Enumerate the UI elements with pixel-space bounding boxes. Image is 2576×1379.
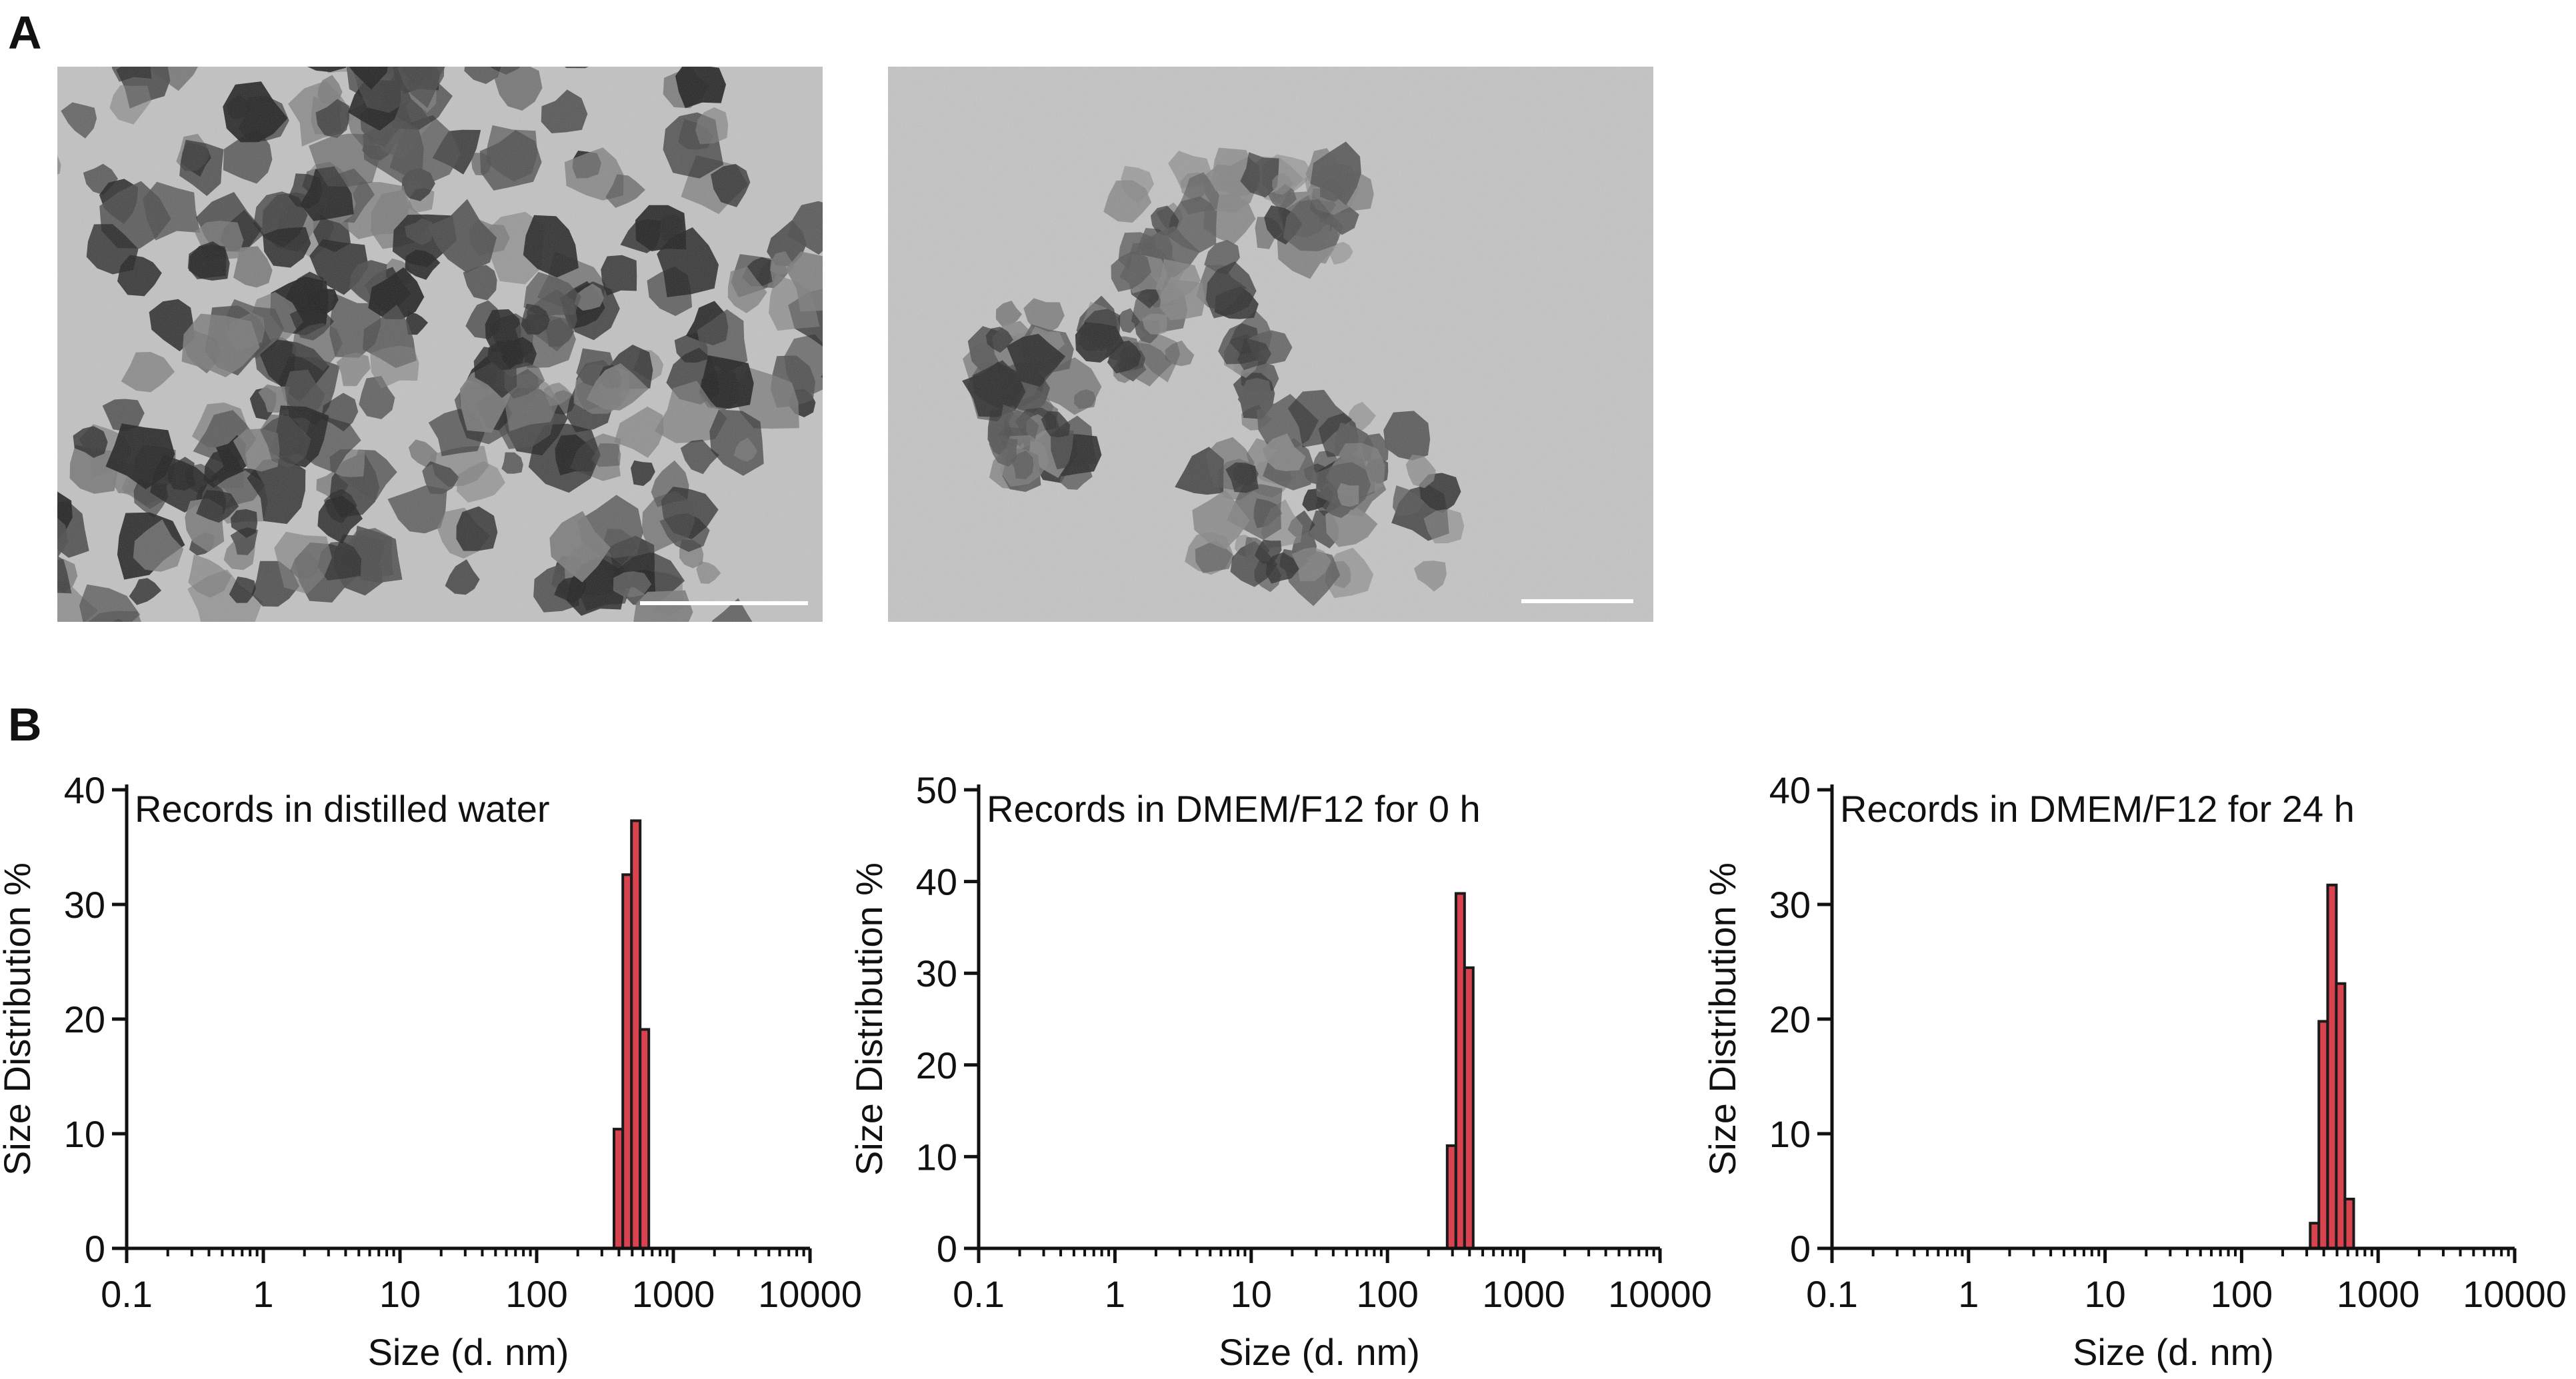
x-tick-label: 10000: [1608, 1273, 1712, 1315]
y-tick-label: 20: [916, 1044, 957, 1086]
x-tick-label: 10000: [758, 1273, 862, 1315]
y-tick-label: 40: [916, 861, 957, 903]
x-axis-title: Size (d. nm): [368, 1331, 569, 1373]
y-tick-label: 0: [85, 1228, 105, 1270]
y-tick-label: 0: [937, 1228, 957, 1270]
x-tick-label: 1000: [632, 1273, 715, 1315]
x-tick-label: 1: [1958, 1273, 1979, 1315]
y-axis-title: Size Distribution %: [848, 862, 890, 1176]
y-tick-label: 40: [64, 769, 105, 811]
chart-1: 0 10 20 30 40 0.1 1 10 100 1000 10000 Records in di…: [0, 769, 862, 1373]
y-axis-title: Size Distribution %: [1701, 862, 1743, 1176]
y-tick-label: 10: [916, 1136, 957, 1178]
chart-3: 0 10 20 30 40 0.1 1 10 100 1000 10000 Records in DM…: [1701, 769, 2567, 1373]
x-tick-label: 10000: [2463, 1273, 2567, 1315]
chart-title: Records in DMEM/F12 for 0 h: [987, 788, 1481, 830]
bar: [1454, 892, 1466, 1250]
x-tick-label: 10: [2084, 1273, 2125, 1315]
y-tick-label: 20: [64, 998, 105, 1040]
tem-image-right: [888, 67, 1653, 622]
chart-2: 0 10 20 30 40 50 0.1 1 10 100 1000 10000 Records in …: [848, 769, 1712, 1373]
x-tick-label: 100: [505, 1273, 567, 1315]
x-tick-label: 10: [1231, 1273, 1272, 1315]
x-tick-label: 1: [1105, 1273, 1125, 1315]
bar: [1445, 1144, 1457, 1250]
x-axis-title: Size (d. nm): [1219, 1331, 1420, 1373]
bar: [639, 1028, 651, 1250]
y-tick-label: 10: [64, 1113, 105, 1155]
bar: [1463, 966, 1475, 1250]
bar: [2335, 982, 2347, 1250]
x-tick-label: 0.1: [101, 1273, 153, 1315]
y-tick-label: 30: [1769, 884, 1811, 926]
bar: [2343, 1198, 2355, 1250]
bar: [613, 1128, 624, 1250]
x-tick-label: 100: [2211, 1273, 2273, 1315]
bar: [2317, 1020, 2329, 1250]
y-axis-title: Size Distribution %: [0, 862, 38, 1176]
panel-label-b: B: [8, 698, 42, 750]
x-tick-label: 10: [379, 1273, 421, 1315]
chart-title: Records in DMEM/F12 for 24 h: [1840, 788, 2355, 830]
x-tick-label: 1: [253, 1273, 273, 1315]
chart-title: Records in distilled water: [135, 788, 549, 830]
y-tick-label: 50: [916, 769, 957, 811]
tem-images: [57, 67, 1653, 622]
y-tick-label: 0: [1790, 1228, 1811, 1270]
x-tick-label: 0.1: [953, 1273, 1005, 1315]
y-tick-label: 40: [1769, 769, 1811, 811]
panel-label-a: A: [8, 7, 42, 59]
y-tick-label: 20: [1769, 998, 1811, 1040]
y-tick-label: 10: [1769, 1113, 1811, 1155]
x-axis-title: Size (d. nm): [2073, 1331, 2274, 1373]
y-tick-label: 30: [916, 952, 957, 994]
x-tick-label: 1000: [2337, 1273, 2420, 1315]
x-tick-label: 0.1: [1806, 1273, 1858, 1315]
x-tick-label: 100: [1356, 1273, 1418, 1315]
x-tick-label: 1000: [1482, 1273, 1565, 1315]
tem-image-left: [57, 67, 823, 622]
y-tick-label: 30: [64, 884, 105, 926]
